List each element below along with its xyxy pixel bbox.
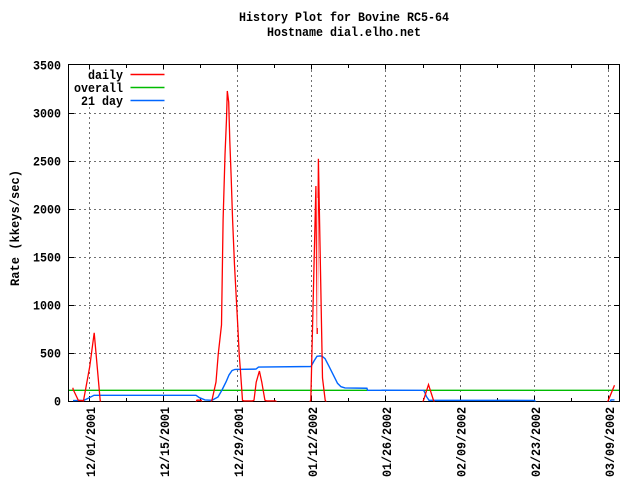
svg-text:2000: 2000 bbox=[33, 203, 61, 218]
svg-text:Hostname dial.elho.net: Hostname dial.elho.net bbox=[267, 25, 421, 40]
svg-text:12/29/2001: 12/29/2001 bbox=[232, 407, 247, 477]
svg-text:1500: 1500 bbox=[33, 251, 61, 266]
svg-text:12/01/2001: 12/01/2001 bbox=[84, 407, 99, 477]
svg-text:03/09/2002: 03/09/2002 bbox=[603, 407, 618, 477]
svg-text:21 day: 21 day bbox=[81, 94, 123, 109]
svg-text:01/26/2002: 01/26/2002 bbox=[380, 407, 395, 477]
svg-text:2500: 2500 bbox=[33, 155, 61, 170]
svg-text:Rate (kkeys/sec): Rate (kkeys/sec) bbox=[8, 170, 23, 286]
svg-text:History Plot for Bovine RC5-64: History Plot for Bovine RC5-64 bbox=[239, 10, 449, 25]
svg-text:3000: 3000 bbox=[33, 107, 61, 122]
svg-text:daily: daily bbox=[88, 68, 123, 83]
svg-text:0: 0 bbox=[54, 395, 61, 410]
svg-text:1000: 1000 bbox=[33, 299, 61, 314]
svg-text:02/23/2002: 02/23/2002 bbox=[529, 407, 544, 477]
svg-text:3500: 3500 bbox=[33, 59, 61, 74]
svg-text:overall: overall bbox=[74, 81, 123, 96]
svg-text:01/12/2002: 01/12/2002 bbox=[306, 407, 321, 477]
svg-text:02/09/2002: 02/09/2002 bbox=[455, 407, 470, 477]
svg-text:12/15/2001: 12/15/2001 bbox=[158, 407, 173, 477]
svg-text:500: 500 bbox=[40, 347, 61, 362]
